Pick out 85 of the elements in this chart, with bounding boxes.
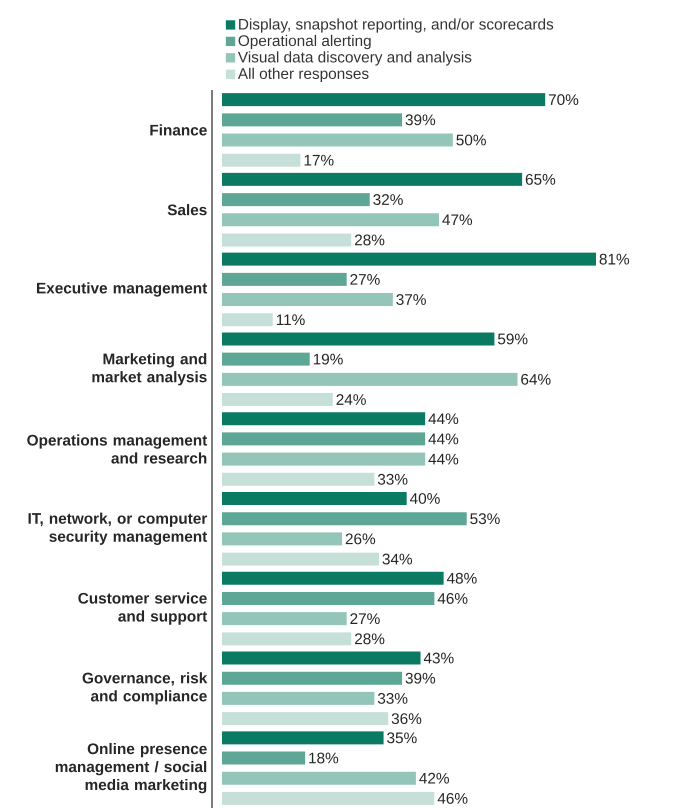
data-label: 44% [428, 434, 458, 444]
legend-label: Visual data discovery and analysis [238, 51, 472, 66]
data-label: 37% [396, 294, 426, 305]
bar [222, 692, 374, 705]
data-label: 34% [382, 554, 412, 564]
data-label: 26% [346, 533, 376, 544]
bar [222, 552, 379, 566]
data-label: 39% [406, 672, 436, 684]
data-label: 28% [354, 234, 384, 246]
data-label: 28% [354, 633, 384, 644]
data-label: 46% [438, 593, 468, 604]
y-tick-label: Sales [168, 204, 207, 216]
data-label: 47% [442, 214, 472, 226]
data-label: 39% [406, 114, 436, 126]
data-label: 44% [428, 454, 458, 464]
bar [222, 632, 352, 646]
bar [222, 752, 306, 765]
bar [222, 393, 333, 406]
bar [222, 532, 342, 546]
data-label: 44% [428, 413, 458, 424]
bar [222, 792, 434, 805]
bar [222, 572, 444, 585]
bar [222, 313, 273, 326]
bar [222, 193, 370, 206]
y-tick-label: Executive management [37, 282, 208, 297]
bar [222, 372, 518, 386]
bar [222, 612, 347, 626]
bar [222, 731, 384, 744]
bar [222, 672, 402, 685]
bar [222, 352, 310, 366]
bar [222, 772, 416, 785]
bar [222, 272, 347, 286]
data-label: 40% [410, 493, 440, 504]
bar [222, 113, 402, 126]
y-tick-label: Operations management and research [27, 434, 208, 464]
bar [222, 134, 453, 146]
bar [222, 154, 300, 167]
data-label: 32% [373, 194, 403, 206]
legend-label: Operational alerting [238, 34, 371, 50]
data-label: 48% [446, 572, 477, 584]
bar [222, 592, 434, 605]
data-label: 18% [309, 752, 338, 764]
data-label: 70% [548, 94, 578, 106]
y-tick-label: Marketing and market analysis [92, 353, 207, 386]
bar [222, 652, 421, 665]
data-label: 50% [456, 134, 486, 146]
bar [222, 712, 388, 726]
data-label: 17% [304, 154, 334, 166]
y-tick-label: IT, network, or computer security management [28, 512, 208, 545]
data-label: 27% [350, 613, 380, 624]
bar [222, 172, 522, 186]
bar [222, 233, 352, 246]
data-label: 43% [424, 652, 454, 664]
bar [222, 293, 393, 306]
data-label: 24% [336, 394, 366, 405]
data-label: 33% [378, 693, 408, 704]
bar [222, 492, 407, 505]
bar [222, 412, 426, 426]
data-label: 42% [419, 772, 449, 784]
bar [222, 213, 440, 226]
data-label: 35% [387, 732, 417, 744]
y-tick-label: Online presence management / social media marketing [56, 742, 207, 794]
data-label: 65% [526, 174, 556, 185]
data-label: 33% [378, 474, 408, 485]
y-tick-label: Finance [150, 124, 207, 136]
bar [222, 512, 467, 526]
data-label: 19% [314, 354, 343, 365]
y-tick-label: Customer service and support [78, 592, 208, 625]
legend-label: Display, snapshot reporting, and/or scorecards [239, 18, 554, 33]
data-label: 64% [521, 374, 551, 385]
bar [222, 93, 546, 106]
legend-label: All other responses [238, 68, 369, 82]
data-label: 11% [276, 314, 305, 326]
data-label: 81% [600, 254, 630, 265]
bar [222, 332, 494, 346]
bar [222, 452, 426, 466]
y-tick-label: Governance, risk and compliance [82, 672, 208, 704]
data-label: 46% [438, 792, 468, 804]
bar [222, 252, 596, 266]
bar [222, 432, 426, 446]
data-label: 27% [350, 274, 380, 285]
data-label: 36% [392, 713, 422, 724]
data-label: 53% [470, 513, 500, 524]
bar [222, 472, 374, 486]
data-label: 59% [498, 334, 528, 344]
